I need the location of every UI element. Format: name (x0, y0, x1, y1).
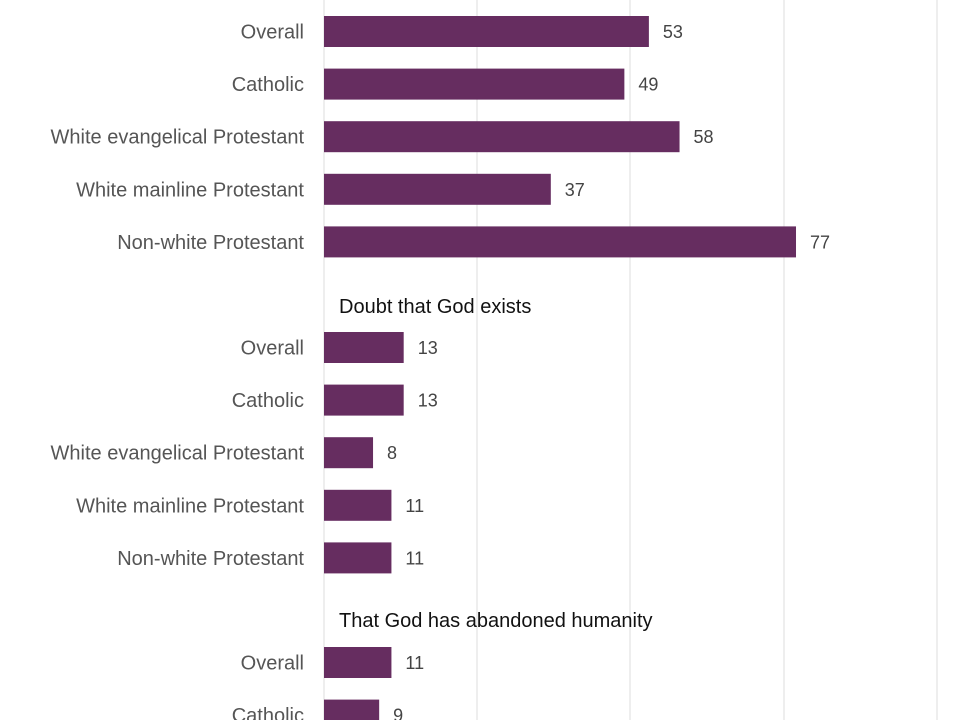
bar (324, 437, 374, 469)
category-label: Overall (241, 653, 304, 675)
data-label: 11 (405, 653, 424, 673)
bar (324, 542, 392, 574)
data-label: 11 (405, 548, 424, 568)
category-label: White mainline Protestant (76, 179, 304, 201)
bar (324, 384, 404, 416)
category-label: Non-white Protestant (117, 548, 304, 570)
category-label: Overall (241, 338, 304, 360)
bar (324, 16, 649, 47)
category-label: White evangelical Protestant (51, 443, 305, 465)
data-label: 77 (810, 232, 830, 252)
data-label: 8 (387, 443, 397, 463)
category-label: Catholic (232, 390, 304, 412)
category-label: Catholic (232, 74, 304, 96)
data-label: 53 (663, 22, 683, 42)
category-label: Catholic (232, 705, 304, 720)
bar (324, 489, 392, 521)
data-label: 13 (418, 338, 438, 358)
bar (324, 173, 551, 205)
data-label: 37 (565, 180, 585, 200)
bar (324, 647, 392, 678)
group-title: Doubt that God exists (339, 296, 531, 318)
category-label: Non-white Protestant (117, 232, 304, 254)
data-label: 9 (393, 706, 403, 720)
bar (324, 699, 380, 725)
group-title: That God has abandoned humanity (339, 610, 653, 632)
data-label: 58 (694, 127, 714, 147)
data-label: 13 (418, 391, 438, 411)
category-label: White mainline Protestant (76, 495, 304, 517)
bar (324, 226, 797, 258)
bar (324, 332, 404, 363)
bar (324, 68, 625, 100)
bar (324, 121, 680, 153)
data-label: 11 (405, 496, 424, 516)
category-label: Overall (241, 22, 304, 44)
category-label: White evangelical Protestant (51, 127, 305, 149)
data-label: 49 (638, 75, 658, 95)
